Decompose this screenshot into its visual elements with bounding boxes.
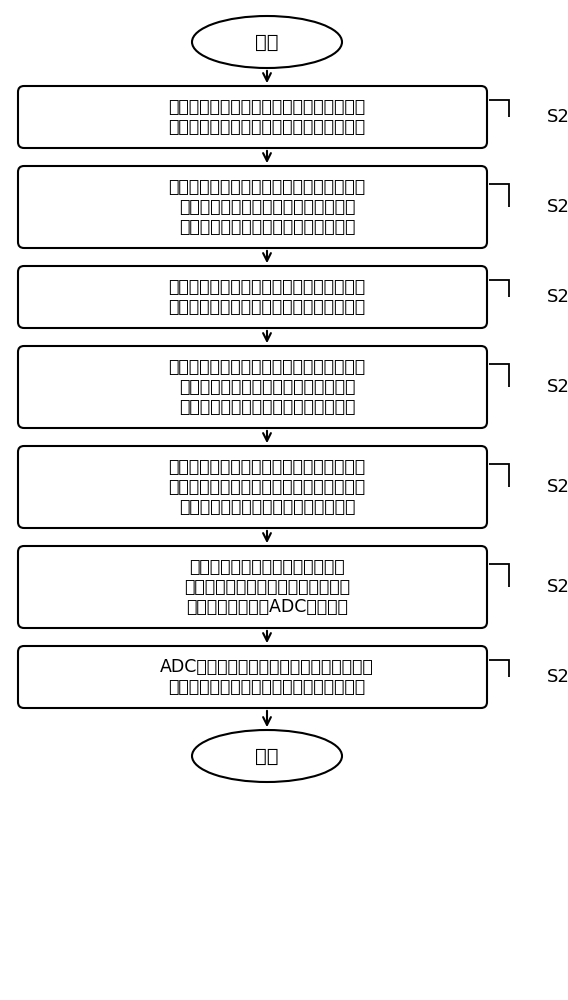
- FancyBboxPatch shape: [18, 646, 487, 708]
- Ellipse shape: [192, 16, 342, 68]
- Ellipse shape: [192, 730, 342, 782]
- Text: S25: S25: [547, 478, 568, 496]
- FancyBboxPatch shape: [18, 346, 487, 428]
- Text: ADC电路芯片将放大后的量测特征信号进行: ADC电路芯片将放大后的量测特征信号进行: [160, 658, 374, 676]
- Text: 第二差分放大器将第三微信号和第四微信号: 第二差分放大器将第三微信号和第四微信号: [169, 358, 366, 376]
- Text: S26: S26: [547, 578, 568, 596]
- Text: S23: S23: [547, 288, 568, 306]
- Text: 信号放大后输出至ADC电路芯片: 信号放大后输出至ADC电路芯片: [186, 598, 348, 616]
- FancyBboxPatch shape: [18, 166, 487, 248]
- Text: 该放大电路芯片的第三放大倍数进行: 该放大电路芯片的第三放大倍数进行: [184, 578, 350, 596]
- Text: S22: S22: [547, 198, 568, 216]
- Text: 通过该第二差分放大器的第一放大倍数: 通过该第二差分放大器的第一放大倍数: [179, 378, 355, 396]
- Text: 结束: 结束: [255, 746, 279, 766]
- Text: 数模转换后输出至单片机进行信号测量分析: 数模转换后输出至单片机进行信号测量分析: [169, 678, 366, 696]
- Text: 信号通过该第三差分放大器的第二放大倍数: 信号通过该第三差分放大器的第二放大倍数: [169, 478, 366, 496]
- Text: S24: S24: [547, 378, 568, 396]
- Text: S27: S27: [547, 668, 568, 686]
- Text: 第一差分放大器将第一微信号和第二微信号: 第一差分放大器将第一微信号和第二微信号: [169, 178, 366, 196]
- FancyBboxPatch shape: [18, 86, 487, 148]
- FancyBboxPatch shape: [18, 546, 487, 628]
- Text: 进行差分运算并放大得到第二差分信号: 进行差分运算并放大得到第二差分信号: [179, 398, 355, 416]
- Text: 放大电路芯片将量测特征信号通过: 放大电路芯片将量测特征信号通过: [189, 558, 345, 576]
- FancyBboxPatch shape: [18, 266, 487, 328]
- Text: 微信号并从第二生物传感器获取第二微信号: 微信号并从第二生物传感器获取第二微信号: [169, 118, 366, 136]
- Text: 第二差分放大器从第三生物传感器获取第三: 第二差分放大器从第三生物传感器获取第三: [169, 278, 366, 296]
- FancyBboxPatch shape: [18, 446, 487, 528]
- Text: 通过该第一差分放大器的第一放大倍数: 通过该第一差分放大器的第一放大倍数: [179, 198, 355, 216]
- Text: 进行差分运算并放大得到量测特征信号: 进行差分运算并放大得到量测特征信号: [179, 498, 355, 516]
- Text: 微信号并从第四生物传感器获取第四微信号: 微信号并从第四生物传感器获取第四微信号: [169, 298, 366, 316]
- Text: 进行差分运算并放大得到第一差分信号: 进行差分运算并放大得到第一差分信号: [179, 218, 355, 236]
- Text: S21: S21: [547, 108, 568, 126]
- Text: 开始: 开始: [255, 32, 279, 51]
- Text: 第一差分放大器从第一生物传感器获取第一: 第一差分放大器从第一生物传感器获取第一: [169, 98, 366, 116]
- Text: 第三差分放大器将第一差分信号和第二差分: 第三差分放大器将第一差分信号和第二差分: [169, 458, 366, 476]
